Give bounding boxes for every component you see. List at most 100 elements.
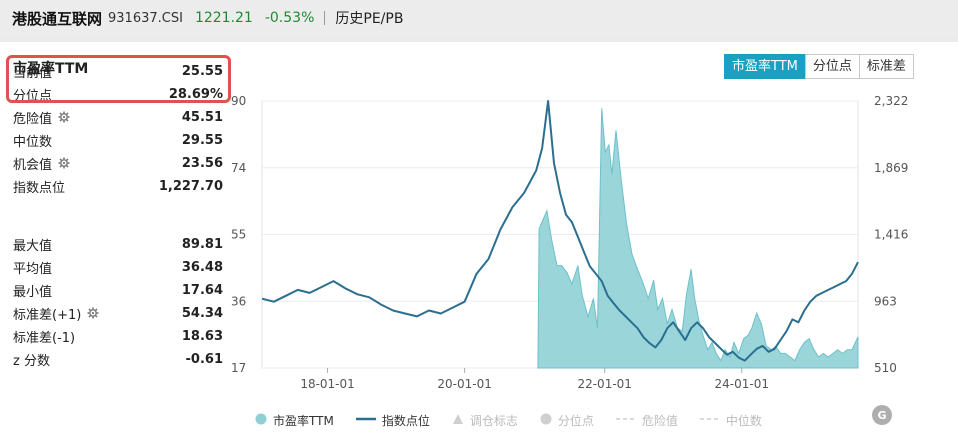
stat-label-text: 分位点 <box>13 88 53 104</box>
gear-icon[interactable] <box>87 307 99 319</box>
y-right-tick-label: 963 <box>874 294 897 308</box>
index-price: 1221.21 <box>194 10 253 26</box>
watermark-logo-icon: G <box>872 405 892 425</box>
stat-row: 标准差(-1) 18.63 <box>13 325 223 347</box>
stat-label-text: 最小值 <box>13 284 53 300</box>
stat-label: 危险值 <box>13 108 70 127</box>
stat-value: 1,227.70 <box>158 178 223 194</box>
header-bar: 港股通互联网 931637.CSI 1221.21 -0.53% 历史PE/PB <box>0 0 958 36</box>
stat-value: 28.69% <box>168 86 223 102</box>
x-tick-label: 24-01-01 <box>715 377 769 391</box>
legend-item[interactable]: 指数点位 <box>355 412 430 429</box>
y-left-tick-label: 74 <box>231 161 246 175</box>
stat-value: 89.81 <box>181 236 223 252</box>
pe-area-series <box>537 108 859 369</box>
stat-value: 45.51 <box>181 109 223 125</box>
watermark-text: 格隆汇 <box>896 408 938 424</box>
stat-row: 最大值 89.81 <box>13 233 223 255</box>
stat-value: 36.48 <box>181 259 223 275</box>
legend-item[interactable]: 分位点 <box>540 412 594 429</box>
stat-value: 54.34 <box>181 305 223 321</box>
gear-icon[interactable] <box>58 111 70 123</box>
metric-tabs: 市盈率TTM 分位点 标准差 <box>724 54 914 79</box>
stat-row: 中位数 29.55 <box>13 129 223 151</box>
y-right-tick-label: 510 <box>874 361 897 375</box>
legend-marker-icon <box>255 413 267 428</box>
stat-label-text: 平均值 <box>13 261 53 277</box>
stat-label-text: 指数点位 <box>13 180 66 196</box>
history-pe-pb-link[interactable]: 历史PE/PB <box>335 11 404 27</box>
index-line-series <box>261 100 859 362</box>
stat-value: 23.56 <box>181 155 223 171</box>
legend-item[interactable]: 危险值 <box>615 412 678 429</box>
legend-item[interactable]: 中位数 <box>699 412 762 429</box>
stat-row: 当前值 25.55 <box>13 60 223 82</box>
stat-label-text: 标准差(+1) <box>13 307 82 323</box>
tab-pe-ttm[interactable]: 市盈率TTM <box>724 54 806 79</box>
y-left-tick-label: 36 <box>231 294 246 308</box>
stat-label: 最大值 <box>13 235 52 254</box>
stat-row: z 分数 -0.61 <box>13 348 223 370</box>
legend-marker-icon <box>355 413 376 428</box>
legend-label: 中位数 <box>725 414 762 428</box>
stat-label-text: 中位数 <box>13 134 53 150</box>
stat-label-text: 标准差(-1) <box>13 330 76 346</box>
chart-legend: 市盈率TTM 指数点位 调仓标志 分位点 危险值 中位数 <box>255 412 784 429</box>
stat-label: 平均值 <box>13 258 52 277</box>
tab-percentile[interactable]: 分位点 <box>804 54 860 79</box>
stat-label: 中位数 <box>13 131 52 150</box>
y-right-tick-label: 1,869 <box>874 161 908 175</box>
x-tick-label: 18-01-01 <box>300 377 354 391</box>
stat-value: 25.55 <box>181 63 223 79</box>
stat-label-text: 危险值 <box>13 111 53 127</box>
index-name: 港股通互联网 <box>12 9 103 28</box>
pe-chart: 90 74 55 36 17 2,322 1,869 1,416 963 510 18-01-01 2… <box>231 94 908 391</box>
legend-label: 分位点 <box>557 414 594 428</box>
stat-label-text: 最大值 <box>13 238 53 254</box>
y-right-tick-label: 2,322 <box>874 94 908 108</box>
stat-label-text: 当前值 <box>13 65 53 81</box>
stat-value: 29.55 <box>181 132 223 148</box>
tab-std-dev[interactable]: 标准差 <box>858 54 914 79</box>
index-change: -0.53% <box>264 10 315 26</box>
legend-label: 调仓标志 <box>469 414 518 428</box>
gear-icon[interactable] <box>58 157 70 169</box>
stat-label: 标准差(-1) <box>13 327 75 346</box>
y-left-tick-label: 90 <box>231 94 246 108</box>
x-tick-label: 20-01-01 <box>437 377 491 391</box>
stat-value: -0.61 <box>185 351 223 367</box>
stat-row: 指数点位 1,227.70 <box>13 175 223 197</box>
legend-label: 指数点位 <box>381 414 430 428</box>
stat-label: 标准差(+1) <box>13 304 99 323</box>
stat-value: 18.63 <box>181 328 223 344</box>
stat-label: 最小值 <box>13 281 52 300</box>
legend-marker-icon <box>452 413 464 428</box>
stat-label: 分位点 <box>13 85 52 104</box>
stat-label: 机会值 <box>13 154 70 173</box>
legend-label: 危险值 <box>641 414 678 428</box>
legend-item[interactable]: 市盈率TTM <box>255 412 334 429</box>
panel-title: 市盈率TTM <box>13 61 89 77</box>
legend-marker-icon <box>699 413 720 428</box>
y-right-tick-label: 1,416 <box>874 228 908 242</box>
legend-item[interactable]: 调仓标志 <box>452 412 518 429</box>
stat-label-text: z 分数 <box>13 353 50 369</box>
stat-label-text: 机会值 <box>13 157 53 173</box>
stat-label: z 分数 <box>13 350 50 369</box>
x-tick-label: 22-01-01 <box>577 377 631 391</box>
y-left-tick-label: 17 <box>231 361 246 375</box>
stat-label: 当前值 <box>13 62 52 81</box>
legend-marker-icon <box>615 413 636 428</box>
stat-row: 最小值 17.64 <box>13 279 223 301</box>
stat-label: 指数点位 <box>13 177 65 196</box>
stat-row: 标准差(+1) 54.34 <box>13 302 223 324</box>
index-code: 931637.CSI <box>108 10 183 26</box>
legend-label: 市盈率TTM <box>273 414 334 428</box>
highlight-box <box>6 55 231 103</box>
stat-value: 17.64 <box>181 282 223 298</box>
stat-row: 平均值 36.48 <box>13 256 223 278</box>
y-left-tick-label: 55 <box>231 228 246 242</box>
header-divider <box>324 11 326 25</box>
legend-marker-icon <box>540 413 552 428</box>
watermark: G 格隆汇 <box>872 405 938 425</box>
